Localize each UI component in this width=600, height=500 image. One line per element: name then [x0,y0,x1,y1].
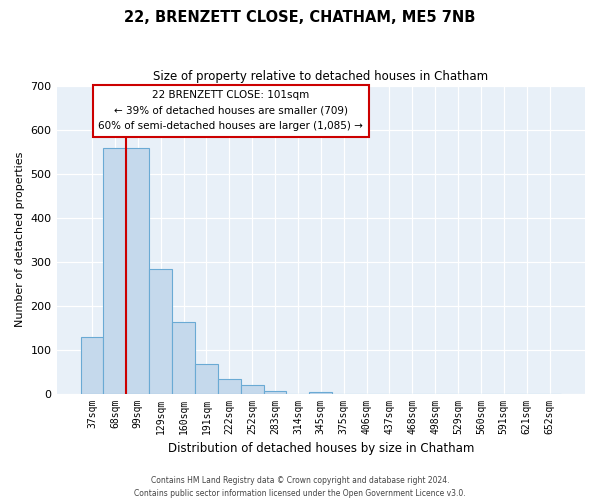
Text: 22, BRENZETT CLOSE, CHATHAM, ME5 7NB: 22, BRENZETT CLOSE, CHATHAM, ME5 7NB [124,10,476,25]
Bar [127,148,149,394]
Bar [218,379,241,394]
Text: 22 BRENZETT CLOSE: 101sqm
← 39% of detached houses are smaller (709)
60% of semi: 22 BRENZETT CLOSE: 101sqm ← 39% of detac… [98,90,364,132]
Bar [149,268,172,394]
Y-axis label: Number of detached properties: Number of detached properties [15,152,25,327]
Bar [195,364,218,394]
Bar [80,337,103,394]
X-axis label: Distribution of detached houses by size in Chatham: Distribution of detached houses by size … [167,442,474,455]
Bar [310,392,332,394]
Bar [172,322,195,394]
Bar [103,148,127,394]
Text: Contains HM Land Registry data © Crown copyright and database right 2024.
Contai: Contains HM Land Registry data © Crown c… [134,476,466,498]
Title: Size of property relative to detached houses in Chatham: Size of property relative to detached ho… [153,70,488,83]
Bar [241,385,263,394]
Bar [263,392,286,394]
